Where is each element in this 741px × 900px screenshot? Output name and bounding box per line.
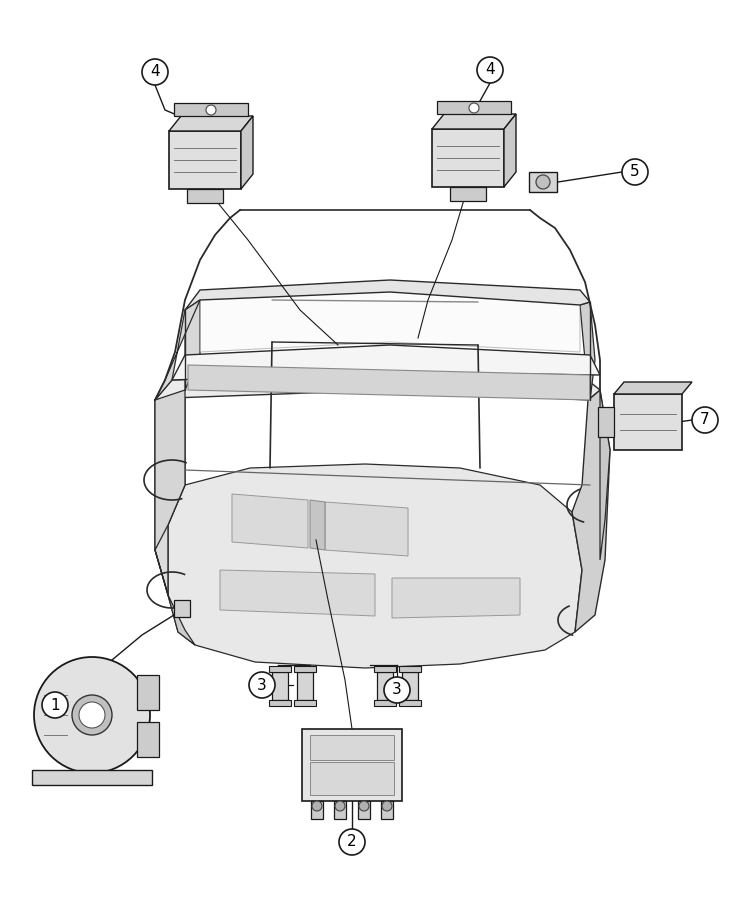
FancyBboxPatch shape	[269, 666, 291, 672]
Circle shape	[335, 801, 345, 811]
Polygon shape	[155, 300, 200, 400]
Polygon shape	[310, 500, 325, 550]
FancyBboxPatch shape	[334, 801, 346, 819]
Circle shape	[384, 677, 410, 703]
Polygon shape	[437, 101, 511, 114]
Polygon shape	[432, 129, 504, 187]
FancyBboxPatch shape	[377, 672, 393, 700]
Polygon shape	[155, 550, 195, 645]
Polygon shape	[155, 372, 600, 400]
FancyBboxPatch shape	[272, 672, 288, 700]
FancyBboxPatch shape	[358, 801, 370, 819]
FancyBboxPatch shape	[399, 666, 421, 672]
Polygon shape	[174, 103, 248, 116]
Polygon shape	[169, 131, 241, 189]
Polygon shape	[155, 390, 185, 550]
Circle shape	[692, 407, 718, 433]
Polygon shape	[302, 729, 402, 801]
Polygon shape	[172, 345, 600, 380]
FancyBboxPatch shape	[374, 666, 396, 672]
Polygon shape	[185, 280, 590, 310]
Polygon shape	[572, 390, 610, 632]
Circle shape	[312, 801, 322, 811]
FancyBboxPatch shape	[311, 801, 323, 819]
Polygon shape	[155, 380, 185, 595]
Text: 5: 5	[630, 165, 639, 179]
Circle shape	[339, 829, 365, 855]
Polygon shape	[32, 770, 152, 785]
Polygon shape	[598, 407, 614, 437]
Polygon shape	[169, 116, 253, 131]
FancyBboxPatch shape	[381, 801, 393, 819]
Circle shape	[142, 59, 168, 85]
Polygon shape	[614, 382, 692, 394]
Circle shape	[249, 672, 275, 698]
Text: 3: 3	[257, 678, 267, 692]
FancyBboxPatch shape	[399, 700, 421, 706]
FancyBboxPatch shape	[137, 675, 159, 710]
Text: 7: 7	[700, 412, 710, 427]
Polygon shape	[580, 302, 595, 400]
Polygon shape	[220, 570, 375, 616]
FancyBboxPatch shape	[374, 700, 396, 706]
Circle shape	[72, 695, 112, 735]
Polygon shape	[529, 172, 557, 192]
FancyBboxPatch shape	[297, 672, 313, 700]
Circle shape	[79, 702, 105, 728]
Polygon shape	[188, 365, 590, 400]
Polygon shape	[504, 114, 516, 187]
Circle shape	[469, 103, 479, 113]
Polygon shape	[232, 494, 308, 548]
FancyBboxPatch shape	[269, 700, 291, 706]
FancyBboxPatch shape	[294, 700, 316, 706]
FancyBboxPatch shape	[294, 666, 316, 672]
Circle shape	[359, 801, 369, 811]
Text: 4: 4	[150, 65, 160, 79]
Polygon shape	[200, 285, 580, 352]
Polygon shape	[185, 300, 200, 390]
Text: 1: 1	[50, 698, 60, 713]
Polygon shape	[432, 114, 516, 129]
Circle shape	[477, 57, 503, 83]
Circle shape	[206, 105, 216, 115]
Circle shape	[382, 801, 392, 811]
Polygon shape	[600, 390, 610, 560]
Polygon shape	[174, 600, 190, 617]
Polygon shape	[325, 502, 408, 556]
FancyBboxPatch shape	[137, 722, 159, 757]
Circle shape	[34, 657, 150, 773]
Circle shape	[536, 175, 550, 189]
Polygon shape	[310, 762, 394, 795]
FancyBboxPatch shape	[402, 672, 418, 700]
Polygon shape	[241, 116, 253, 189]
Polygon shape	[614, 394, 682, 450]
Text: 3: 3	[392, 682, 402, 698]
Text: 4: 4	[485, 62, 495, 77]
Polygon shape	[450, 187, 486, 201]
Circle shape	[622, 159, 648, 185]
Polygon shape	[187, 189, 223, 203]
Text: 2: 2	[348, 834, 357, 850]
Polygon shape	[168, 464, 582, 668]
Polygon shape	[310, 735, 394, 760]
Circle shape	[42, 692, 68, 718]
Polygon shape	[392, 578, 520, 618]
